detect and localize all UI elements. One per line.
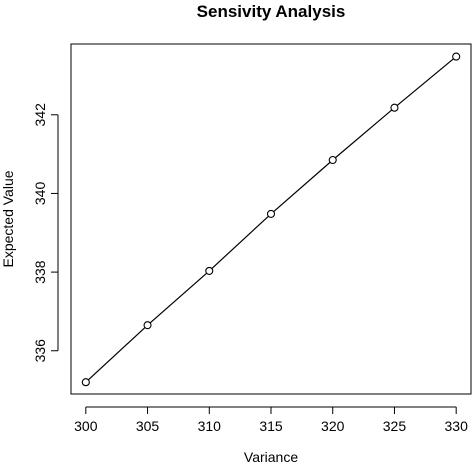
y-tick-label: 342: [32, 103, 48, 127]
y-tick-label: 336: [32, 339, 48, 363]
x-tick-label: 325: [383, 418, 407, 434]
data-point: [205, 266, 214, 275]
y-tick-label: 340: [32, 182, 48, 206]
data-point: [143, 321, 152, 330]
x-tick-label: 330: [445, 418, 469, 434]
x-axis-label: Variance: [244, 449, 298, 465]
plot-frame: [70, 43, 472, 395]
x-tick-label: 305: [136, 418, 160, 434]
data-points: [81, 52, 461, 387]
data-point: [390, 103, 399, 112]
y-tick-label: 338: [32, 260, 48, 284]
series-line: [85, 56, 457, 383]
data-point: [266, 209, 276, 218]
chart-title: Sensivity Analysis: [197, 2, 346, 21]
data-point: [328, 155, 337, 165]
x-tick-label: 310: [198, 418, 222, 434]
x-tick-label: 315: [259, 418, 283, 434]
data-point: [452, 52, 461, 61]
y-axis-label: Expected Value: [0, 170, 16, 267]
x-tick-label: 300: [74, 418, 98, 434]
y-axis: 336 338 340 342: [32, 103, 59, 363]
x-tick-label: 320: [321, 418, 345, 434]
data-point: [81, 378, 90, 387]
x-axis: 300 305 310 315 320 325 330: [74, 406, 469, 434]
